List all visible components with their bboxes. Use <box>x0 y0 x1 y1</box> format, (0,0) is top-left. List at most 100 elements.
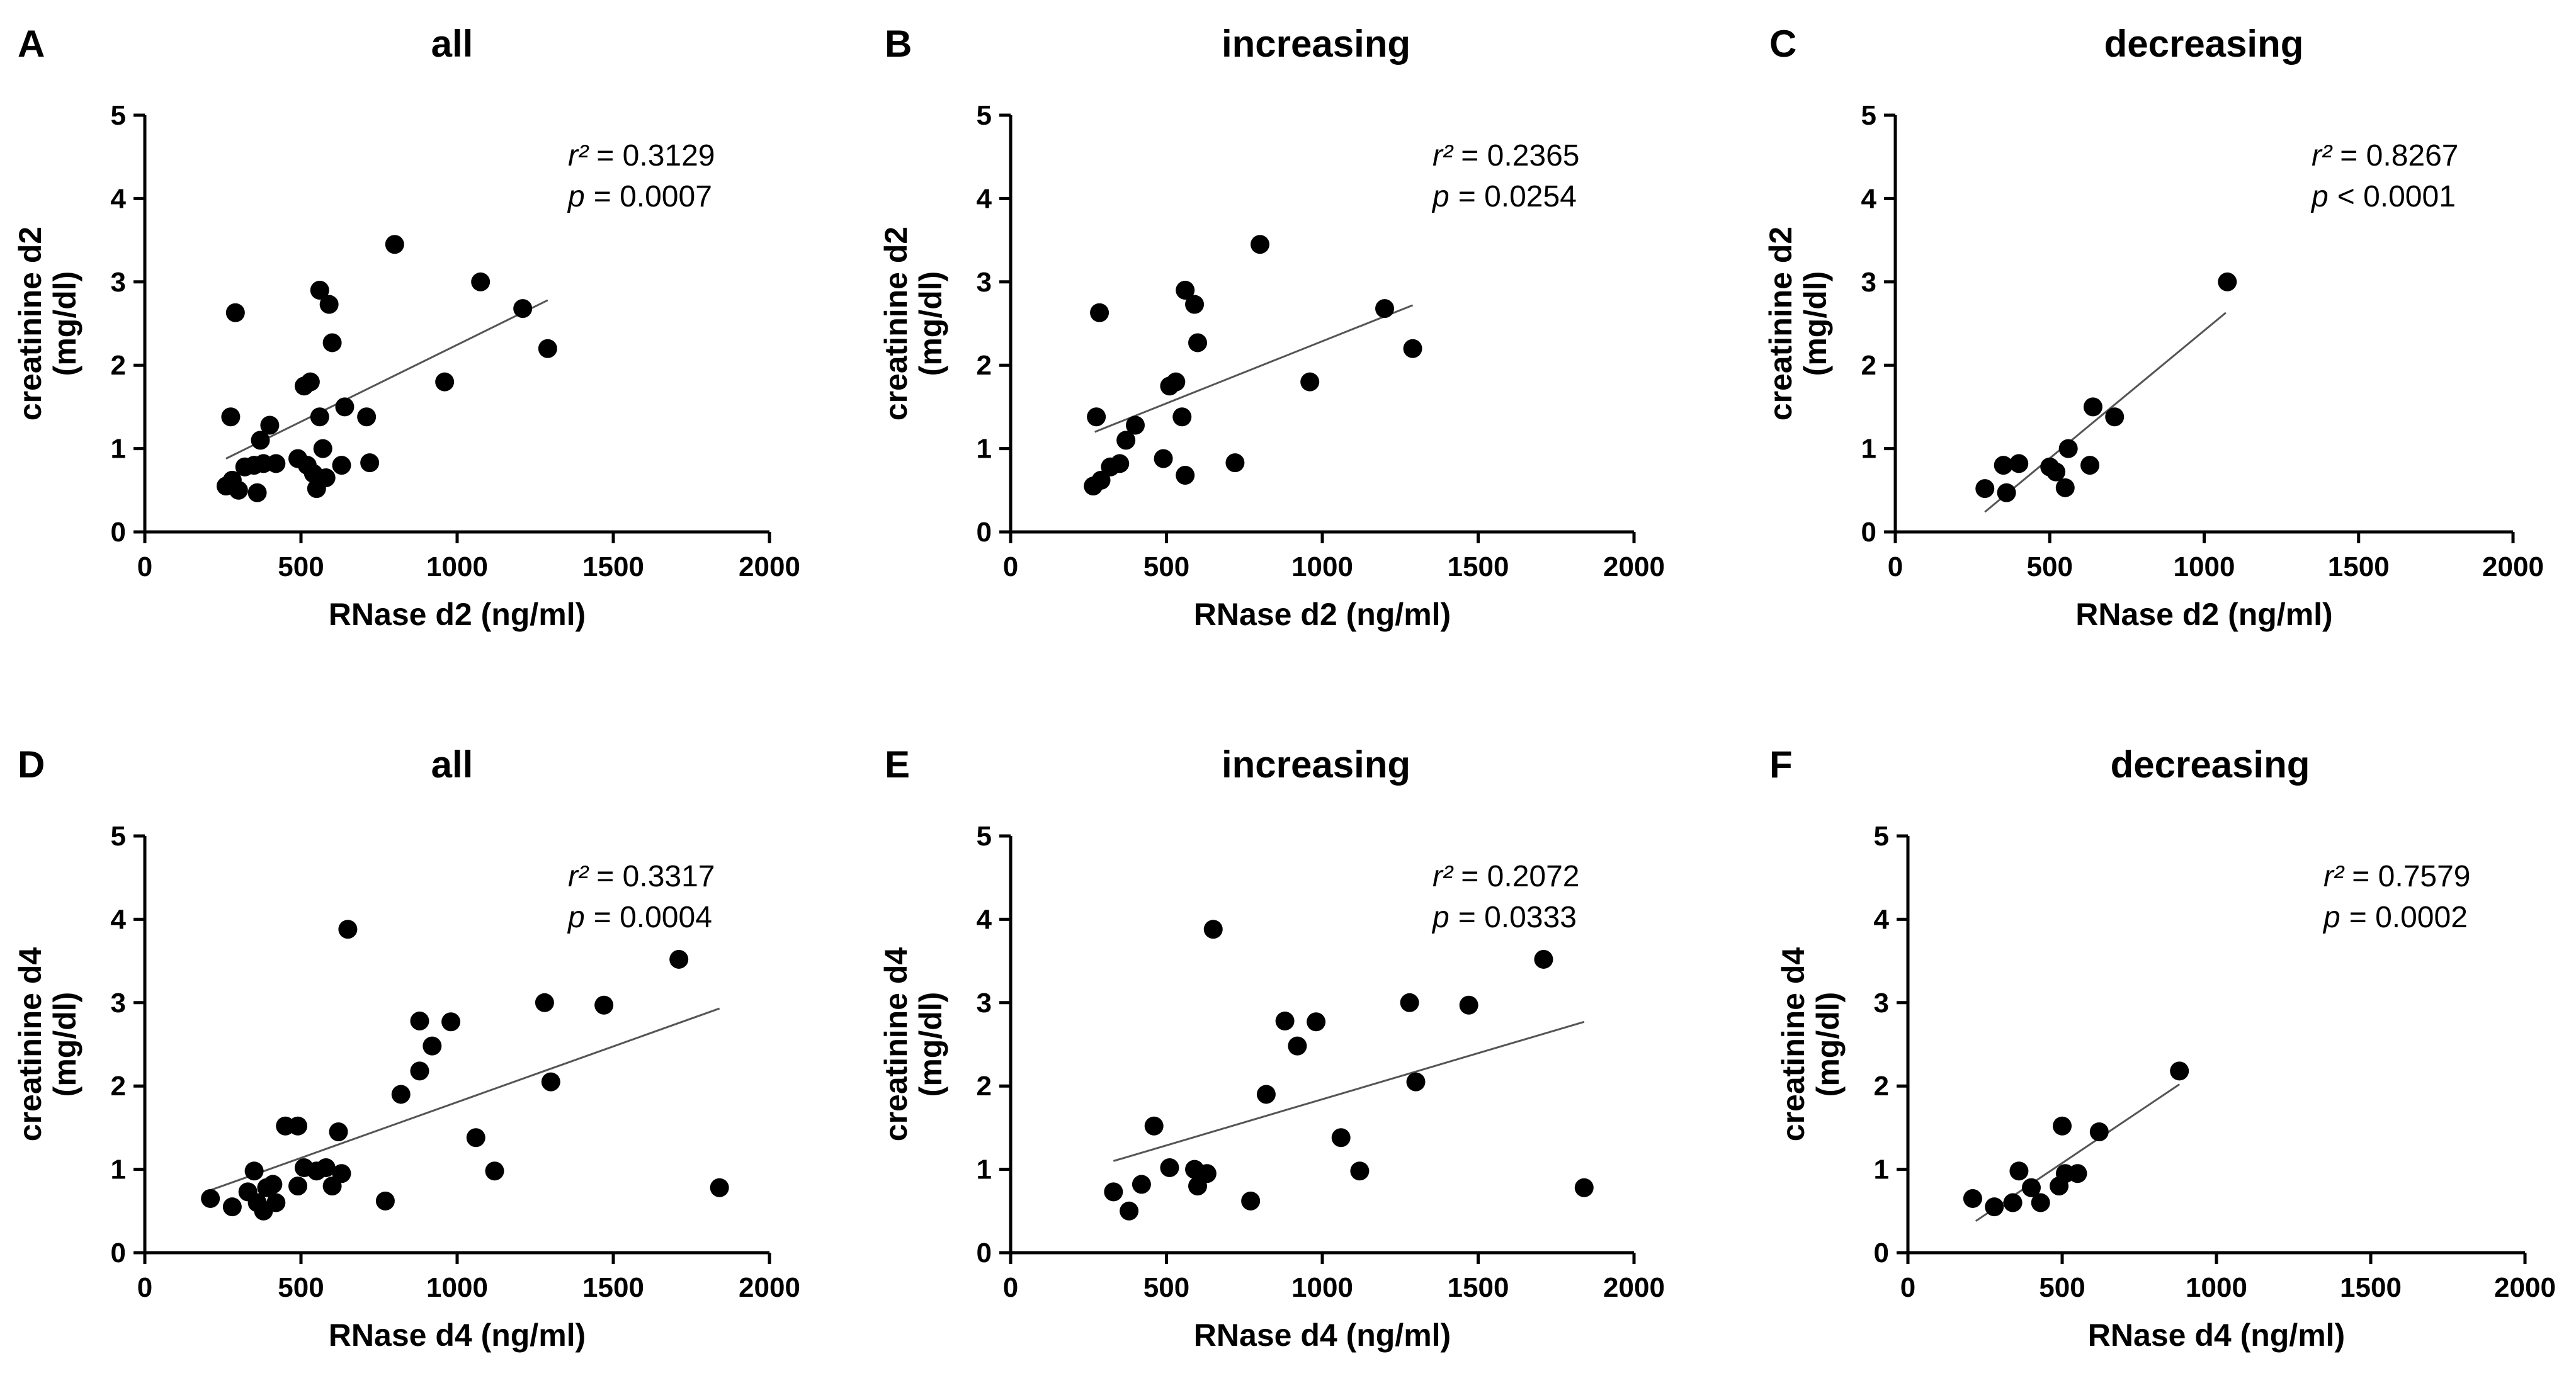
panel-title: all <box>431 743 474 786</box>
data-point <box>541 1072 560 1092</box>
data-point <box>1154 449 1173 468</box>
x-tick-label: 1500 <box>582 1272 644 1303</box>
r-squared-annotation: r² = 0.3129 <box>568 139 715 172</box>
x-tick-label: 500 <box>2027 551 2073 582</box>
x-tick-label: 1000 <box>1291 551 1353 582</box>
x-tick-label: 1500 <box>1448 551 1509 582</box>
y-tick-label: 1 <box>111 1154 126 1185</box>
data-point <box>1256 1085 1276 1104</box>
data-point <box>1225 453 1245 473</box>
x-tick-label: 0 <box>137 551 152 582</box>
p-value-annotation: p = 0.0333 <box>1431 901 1577 934</box>
r-squared-symbol: r² <box>2312 139 2333 172</box>
y-axis-unit-label: (mg/dl) <box>47 992 82 1097</box>
data-point <box>1203 920 1223 939</box>
y-tick-label: 2 <box>111 350 126 381</box>
y-tick-label: 0 <box>1874 1238 1889 1268</box>
x-tick-label: 1000 <box>2174 551 2235 582</box>
p-symbol: p <box>2322 901 2341 934</box>
data-point <box>2105 407 2125 427</box>
y-tick-label: 0 <box>977 1238 992 1268</box>
x-tick-label: 0 <box>1003 551 1018 582</box>
y-tick-label: 5 <box>977 100 992 131</box>
data-point <box>1120 1201 1139 1221</box>
y-tick-label: 4 <box>1861 183 1877 214</box>
data-point <box>1275 1011 1295 1030</box>
y-tick-label: 2 <box>111 1071 126 1102</box>
data-point <box>1400 993 1419 1012</box>
data-point <box>1185 295 1205 314</box>
data-point <box>266 454 286 473</box>
y-tick-label: 5 <box>1861 100 1876 131</box>
data-point <box>1126 415 1145 435</box>
y-axis-unit-label: (mg/dl) <box>913 271 948 376</box>
data-point <box>322 333 342 353</box>
data-point <box>1994 456 2013 475</box>
p-symbol: p <box>567 180 585 213</box>
x-tick-label: 2000 <box>2482 551 2544 582</box>
data-point <box>2022 1178 2041 1197</box>
data-point <box>2003 1193 2023 1212</box>
y-axis-unit-label: (mg/dl) <box>1810 992 1846 1097</box>
data-point <box>1403 339 1422 358</box>
data-point <box>594 995 614 1015</box>
p-symbol: p <box>1431 180 1450 213</box>
data-point <box>1087 407 1106 427</box>
data-point <box>423 1036 442 1056</box>
data-point <box>1406 1072 1426 1092</box>
data-point <box>313 439 332 458</box>
data-point <box>2053 1116 2072 1136</box>
data-point <box>263 1175 283 1194</box>
p-value-annotation: p = 0.0004 <box>567 901 712 934</box>
data-point <box>538 339 557 358</box>
data-point <box>300 372 320 392</box>
p-value: = 0.0254 <box>1458 180 1577 213</box>
data-point <box>435 372 455 392</box>
data-point <box>2031 1193 2050 1212</box>
data-point <box>329 1122 348 1142</box>
data-point <box>1090 303 1109 322</box>
regression-line <box>210 1007 720 1192</box>
y-tick-label: 3 <box>1874 988 1889 1019</box>
data-point <box>222 1197 242 1217</box>
y-tick-label: 3 <box>111 267 126 298</box>
panel-letter: B <box>885 23 912 65</box>
data-point <box>2170 1061 2189 1081</box>
y-axis-label: creatinine d2 <box>878 227 914 421</box>
data-point <box>2009 1161 2029 1181</box>
data-point <box>247 483 267 502</box>
data-point <box>1350 1161 1370 1181</box>
x-tick-label: 1000 <box>426 551 488 582</box>
x-tick-label: 2000 <box>739 551 800 582</box>
data-point <box>2046 462 2066 482</box>
data-point <box>229 480 248 500</box>
data-point <box>1331 1128 1351 1148</box>
data-point <box>1963 1188 1982 1208</box>
data-point <box>357 407 377 427</box>
y-axis-label: creatinine d4 <box>13 947 48 1142</box>
data-point <box>441 1012 461 1032</box>
p-value-annotation: p = 0.0254 <box>1431 180 1577 213</box>
data-point <box>2218 272 2237 291</box>
p-symbol: p <box>1431 901 1450 934</box>
panel-title: increasing <box>1222 743 1410 786</box>
panel-title: decreasing <box>2104 23 2304 65</box>
data-point <box>332 456 351 475</box>
data-point <box>1166 372 1186 392</box>
panel-letter: E <box>885 743 910 786</box>
p-value-annotation: p < 0.0001 <box>2310 180 2456 213</box>
data-point <box>310 281 329 300</box>
y-tick-label: 4 <box>977 904 992 935</box>
r-squared-annotation: r² = 0.3317 <box>568 860 715 893</box>
y-tick-label: 5 <box>111 821 126 852</box>
y-tick-label: 0 <box>977 517 992 548</box>
r-squared-value: = 0.3129 <box>588 139 715 172</box>
y-tick-label: 0 <box>111 1238 126 1268</box>
r-squared-value: = 0.3317 <box>588 860 715 893</box>
data-point <box>2083 397 2102 417</box>
y-tick-label: 1 <box>1874 1154 1889 1185</box>
